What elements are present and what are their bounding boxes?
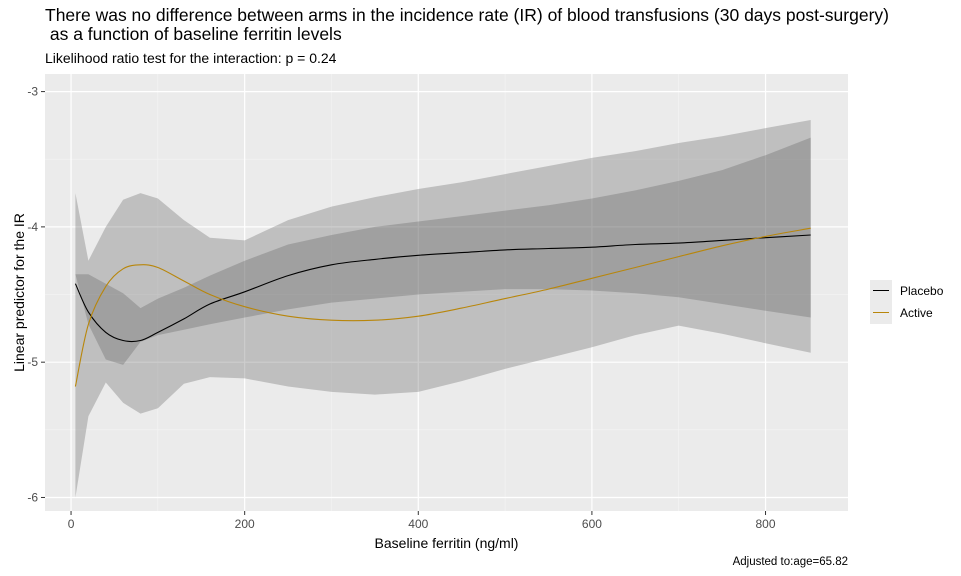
legend-label-placebo: Placebo (900, 284, 944, 298)
x-tick-label: 400 (408, 517, 428, 531)
y-tick-label: -6 (27, 490, 38, 504)
chart-subtitle: Likelihood ratio test for the interactio… (45, 50, 337, 66)
x-tick-label: 600 (582, 517, 602, 531)
x-tick-label: 200 (235, 517, 255, 531)
y-tick-label: -4 (27, 220, 38, 234)
legend: Placebo Active (870, 280, 943, 324)
y-tick-label: -5 (27, 355, 38, 369)
y-axis-label: Linear predictor for the IR (11, 213, 27, 372)
legend-key-placebo (870, 280, 892, 302)
x-tick-label: 0 (68, 517, 75, 531)
series-line-active (74, 227, 811, 387)
confidence-band-active (75, 120, 811, 498)
legend-item-active: Active (870, 302, 943, 324)
chart-title: There was no difference between arms in … (45, 5, 889, 44)
legend-item-placebo: Placebo (870, 280, 943, 302)
adjustment-caption: Adjusted to:age=65.82 (732, 556, 848, 568)
confidence-band-placebo (75, 137, 811, 365)
plot-panel (45, 74, 848, 511)
x-tick-label: 800 (756, 517, 776, 531)
legend-label-active: Active (900, 306, 933, 320)
y-tick-label: -3 (27, 85, 38, 99)
legend-key-active (870, 302, 892, 324)
x-axis-label: Baseline ferritin (ng/ml) (375, 535, 519, 551)
series-line-placebo (74, 234, 811, 343)
